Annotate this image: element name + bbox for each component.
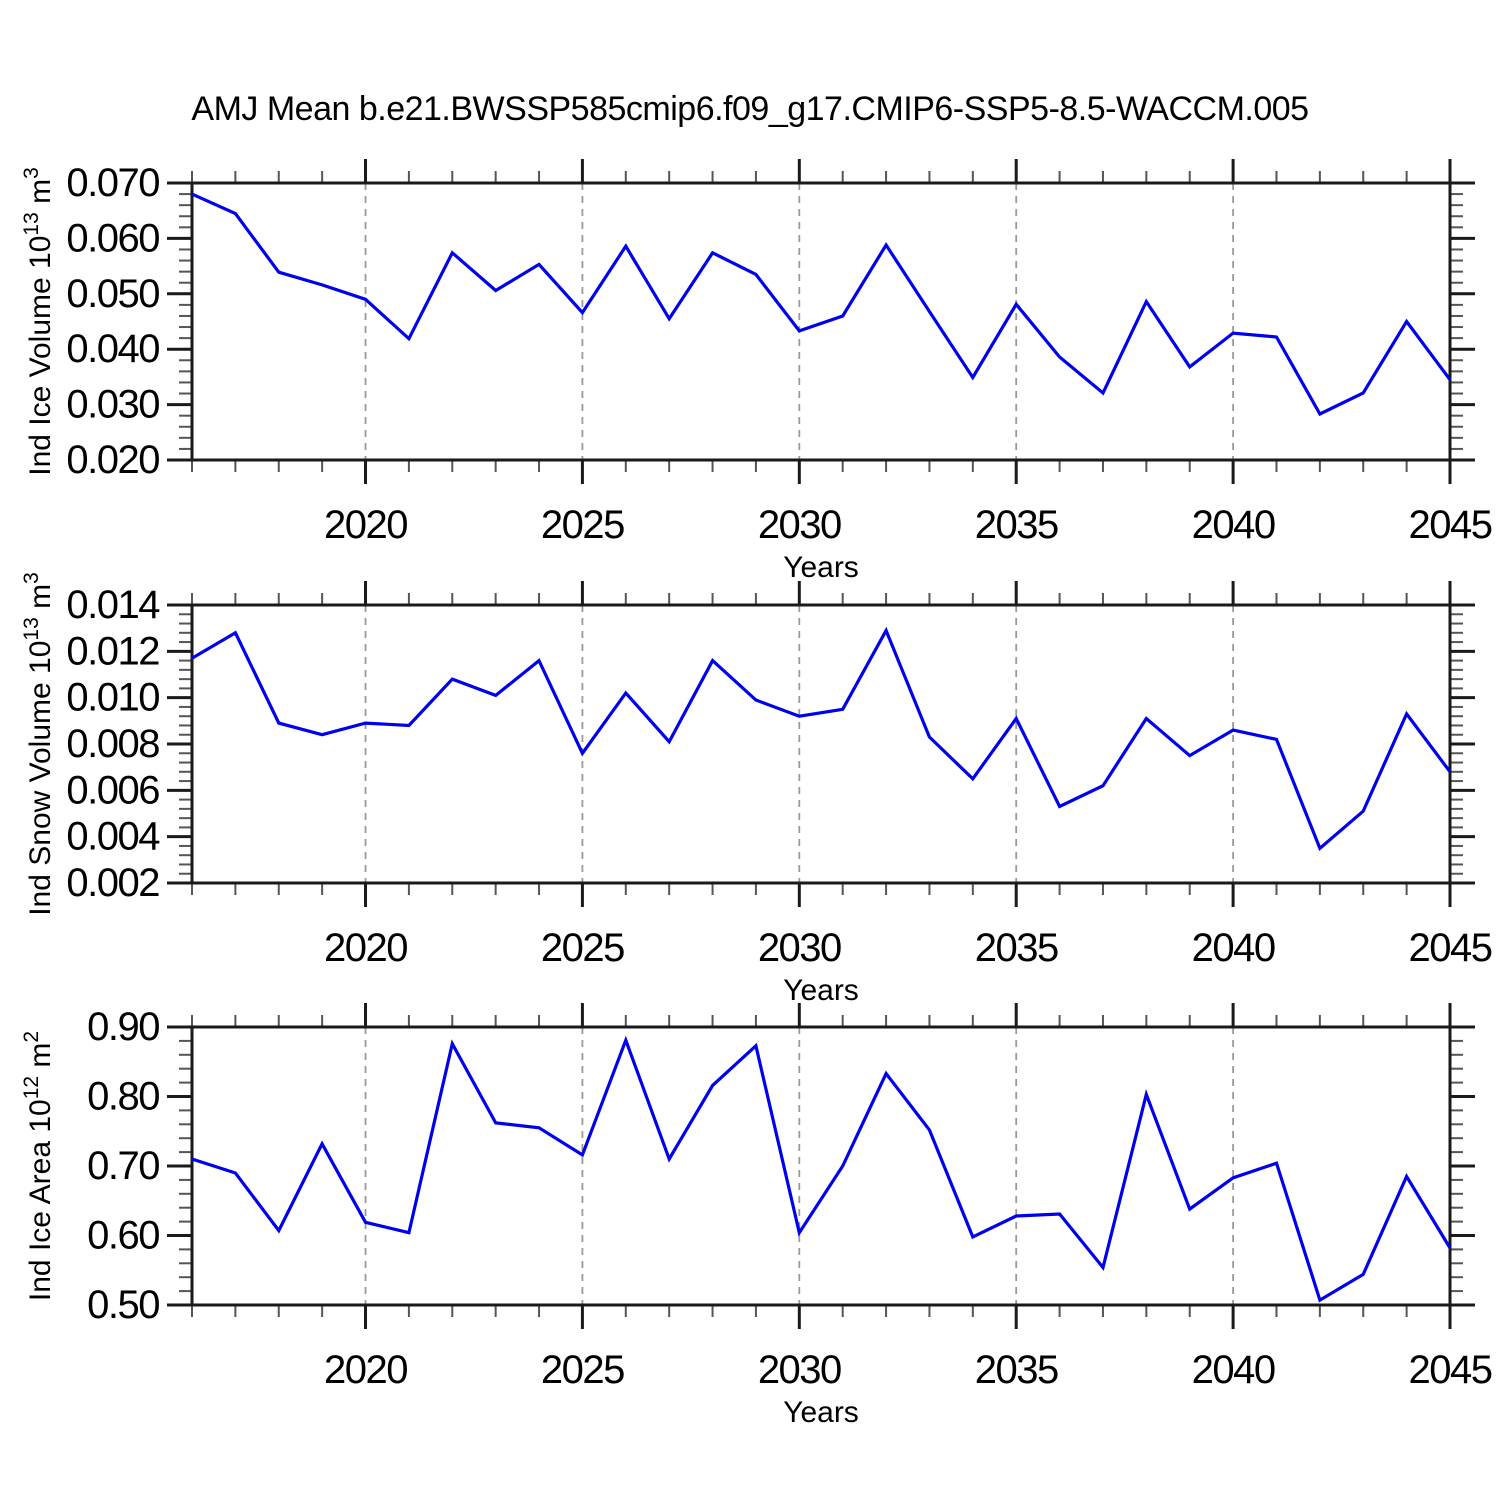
x-tick-label: 2025 <box>541 503 624 547</box>
y-axis-title: Ind Ice Volume 1013 m3 <box>20 167 57 476</box>
plot-border <box>190 603 1452 885</box>
y-axis-title: Ind Snow Volume 1013 m3 <box>20 572 57 916</box>
y-tick-label: 0.012 <box>66 629 159 673</box>
x-tick-label: 2030 <box>758 503 841 547</box>
figure-title: AMJ Mean b.e21.BWSSP585cmip6.f09_g17.CMI… <box>191 90 1309 128</box>
x-tick-label: 2025 <box>541 1348 624 1392</box>
x-tick-label: 2020 <box>324 926 407 970</box>
x-tick-label: 2035 <box>975 1348 1058 1392</box>
plot-border <box>190 1025 1452 1307</box>
x-tick-label: 2040 <box>1192 926 1275 970</box>
x-tick-label: 2040 <box>1192 1348 1275 1392</box>
y-tick-label: 0.80 <box>87 1075 159 1119</box>
x-axis-title: Years <box>783 974 859 1007</box>
y-tick-label: 0.70 <box>87 1144 159 1188</box>
ice-area-panel: 2020 2025 2030 2035 2040 2045 0.50 0.60 0.70 0.80… <box>20 1003 1493 1429</box>
y-tick-label: 0.50 <box>87 1283 159 1327</box>
y-tick-label: 0.60 <box>87 1214 159 1258</box>
y-tick-label: 0.070 <box>66 161 159 205</box>
x-tick-label: 2035 <box>975 503 1058 547</box>
snow-volume-panel: 2020 2025 2030 2035 2040 20450.0020.0040.0060… <box>20 572 1493 1007</box>
y-tick-label: 0.006 <box>66 768 159 812</box>
y-tick-label: 0.008 <box>66 722 159 766</box>
y-tick-label: 0.002 <box>66 861 159 905</box>
x-tick-label: 2030 <box>758 1348 841 1392</box>
y-tick-label: 0.014 <box>66 583 160 627</box>
ice-volume-panel: 2020 2025 2030 2035 2040 2045 0.020 0.030 0.040 0… <box>20 159 1493 584</box>
plot-border <box>190 181 1452 462</box>
x-tick-label: 2020 <box>324 1348 407 1392</box>
x-tick-label: 2035 <box>975 926 1058 970</box>
y-tick-label: 0.004 <box>66 815 160 859</box>
x-axis-title: Years <box>783 1396 859 1429</box>
x-tick-label: 2045 <box>1409 503 1492 547</box>
y-tick-label: 0.050 <box>66 272 159 316</box>
x-tick-label: 2020 <box>324 503 407 547</box>
y-tick-label: 0.040 <box>66 327 159 371</box>
x-tick-label: 2040 <box>1192 503 1275 547</box>
y-tick-label: 0.020 <box>66 438 159 482</box>
y-axis-title: Ind Ice Area 1012 m2 <box>20 1031 57 1301</box>
data-line <box>191 626 1452 851</box>
y-tick-label: 0.030 <box>66 383 159 427</box>
y-tick-label: 0.010 <box>66 676 159 720</box>
x-tick-label: 2045 <box>1409 926 1492 970</box>
x-axis-title: Years <box>783 551 859 584</box>
x-tick-label: 2025 <box>541 926 624 970</box>
y-tick-label: 0.060 <box>66 216 159 260</box>
data-line <box>191 1035 1452 1303</box>
data-line <box>191 192 1452 417</box>
y-tick-label: 0.90 <box>87 1005 159 1049</box>
x-tick-label: 2030 <box>758 926 841 970</box>
x-tick-label: 2045 <box>1409 1348 1492 1392</box>
